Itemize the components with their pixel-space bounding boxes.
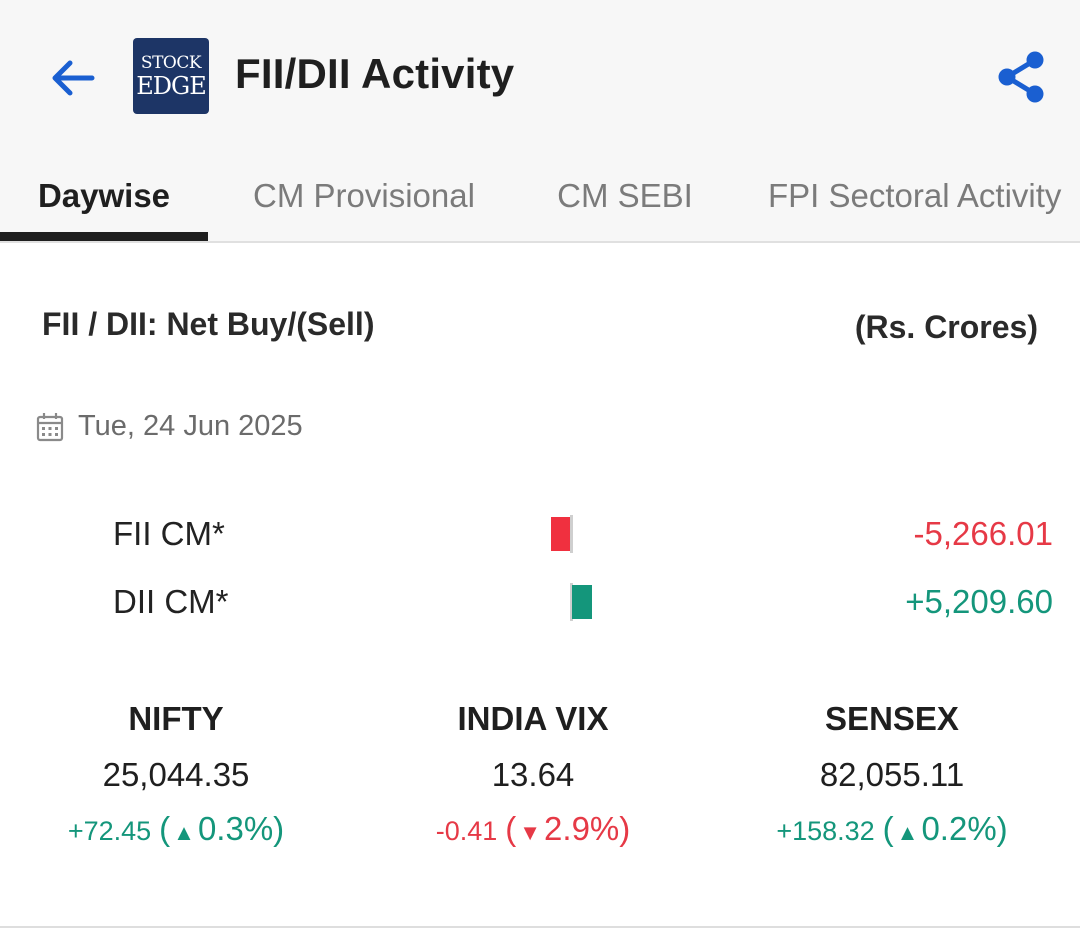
logo-line2: EDGE	[136, 71, 206, 100]
fii-zero-line	[570, 515, 573, 553]
dii-cm-label: DII CM*	[113, 583, 229, 620]
fii-cm-value: -5,266.01	[913, 515, 1053, 552]
date-selector[interactable]: Tue, 24 Jun 2025	[36, 410, 303, 443]
page-title: FII/DII Activity	[235, 50, 515, 97]
index-name: INDIA VIX	[457, 700, 609, 737]
index-change-pct: (▲0.3%)	[159, 810, 285, 847]
index-name: SENSEX	[825, 700, 959, 737]
dii-zero-line	[570, 583, 573, 621]
index-change-pct: (▼2.9%)	[505, 810, 631, 847]
share-button[interactable]	[992, 48, 1050, 106]
index-value: 82,055.11	[819, 756, 965, 793]
index-value: 13.64	[491, 756, 575, 793]
back-arrow-icon	[52, 60, 95, 96]
index-name: NIFTY	[128, 700, 224, 737]
dii-cm-bar	[572, 585, 592, 619]
tab-fpi-sectoral-activity[interactable]: FPI Sectoral Activity	[768, 177, 1062, 214]
share-icon	[998, 51, 1044, 103]
tab-bar: Daywise CM Provisional CM SEBI FPI Secto…	[0, 150, 1080, 242]
app-header: STOCK EDGE FII/DII Activity Daywise CM P…	[0, 0, 1080, 243]
back-button[interactable]	[44, 50, 100, 106]
logo-line1: STOCK	[140, 52, 202, 73]
section-title: FII / DII: Net Buy/(Sell)	[42, 306, 375, 342]
index-value: 25,044.35	[102, 756, 250, 793]
index-change-abs: -0.41	[435, 816, 498, 846]
index-change: +72.45 (▲0.3%)	[0, 810, 356, 850]
calendar-icon	[36, 412, 64, 441]
stockedge-logo: STOCK EDGE	[133, 38, 209, 114]
bottom-divider	[0, 926, 1080, 928]
down-triangle-icon: ▼	[519, 820, 542, 845]
index-change-abs: +158.32	[776, 816, 875, 846]
fii-cm-label: FII CM*	[113, 515, 225, 552]
up-triangle-icon: ▲	[896, 820, 919, 845]
index-card-india-vix[interactable]: INDIA VIX 13.64 -0.41 (▼2.9%)	[353, 700, 713, 850]
units-label: (Rs. Crores)	[854, 309, 1038, 345]
dii-cm-value: +5,209.60	[905, 583, 1053, 620]
index-change: +158.32 (▲0.2%)	[712, 810, 1072, 850]
index-change: -0.41 (▼2.9%)	[353, 810, 713, 850]
up-triangle-icon: ▲	[173, 820, 195, 845]
index-card-nifty[interactable]: NIFTY 25,044.35 +72.45 (▲0.3%)	[0, 700, 356, 850]
index-change-abs: +72.45	[67, 816, 152, 846]
index-card-sensex[interactable]: SENSEX 82,055.11 +158.32 (▲0.2%)	[712, 700, 1072, 850]
active-tab-indicator	[0, 232, 208, 241]
tab-cm-provisional[interactable]: CM Provisional	[253, 177, 475, 214]
tab-divider	[0, 241, 1080, 243]
fii-cm-bar	[551, 517, 571, 551]
tab-daywise[interactable]: Daywise	[37, 177, 171, 214]
date-text: Tue, 24 Jun 2025	[78, 410, 303, 442]
tab-cm-sebi[interactable]: CM SEBI	[557, 177, 693, 214]
index-change-pct: (▲0.2%)	[882, 810, 1008, 847]
